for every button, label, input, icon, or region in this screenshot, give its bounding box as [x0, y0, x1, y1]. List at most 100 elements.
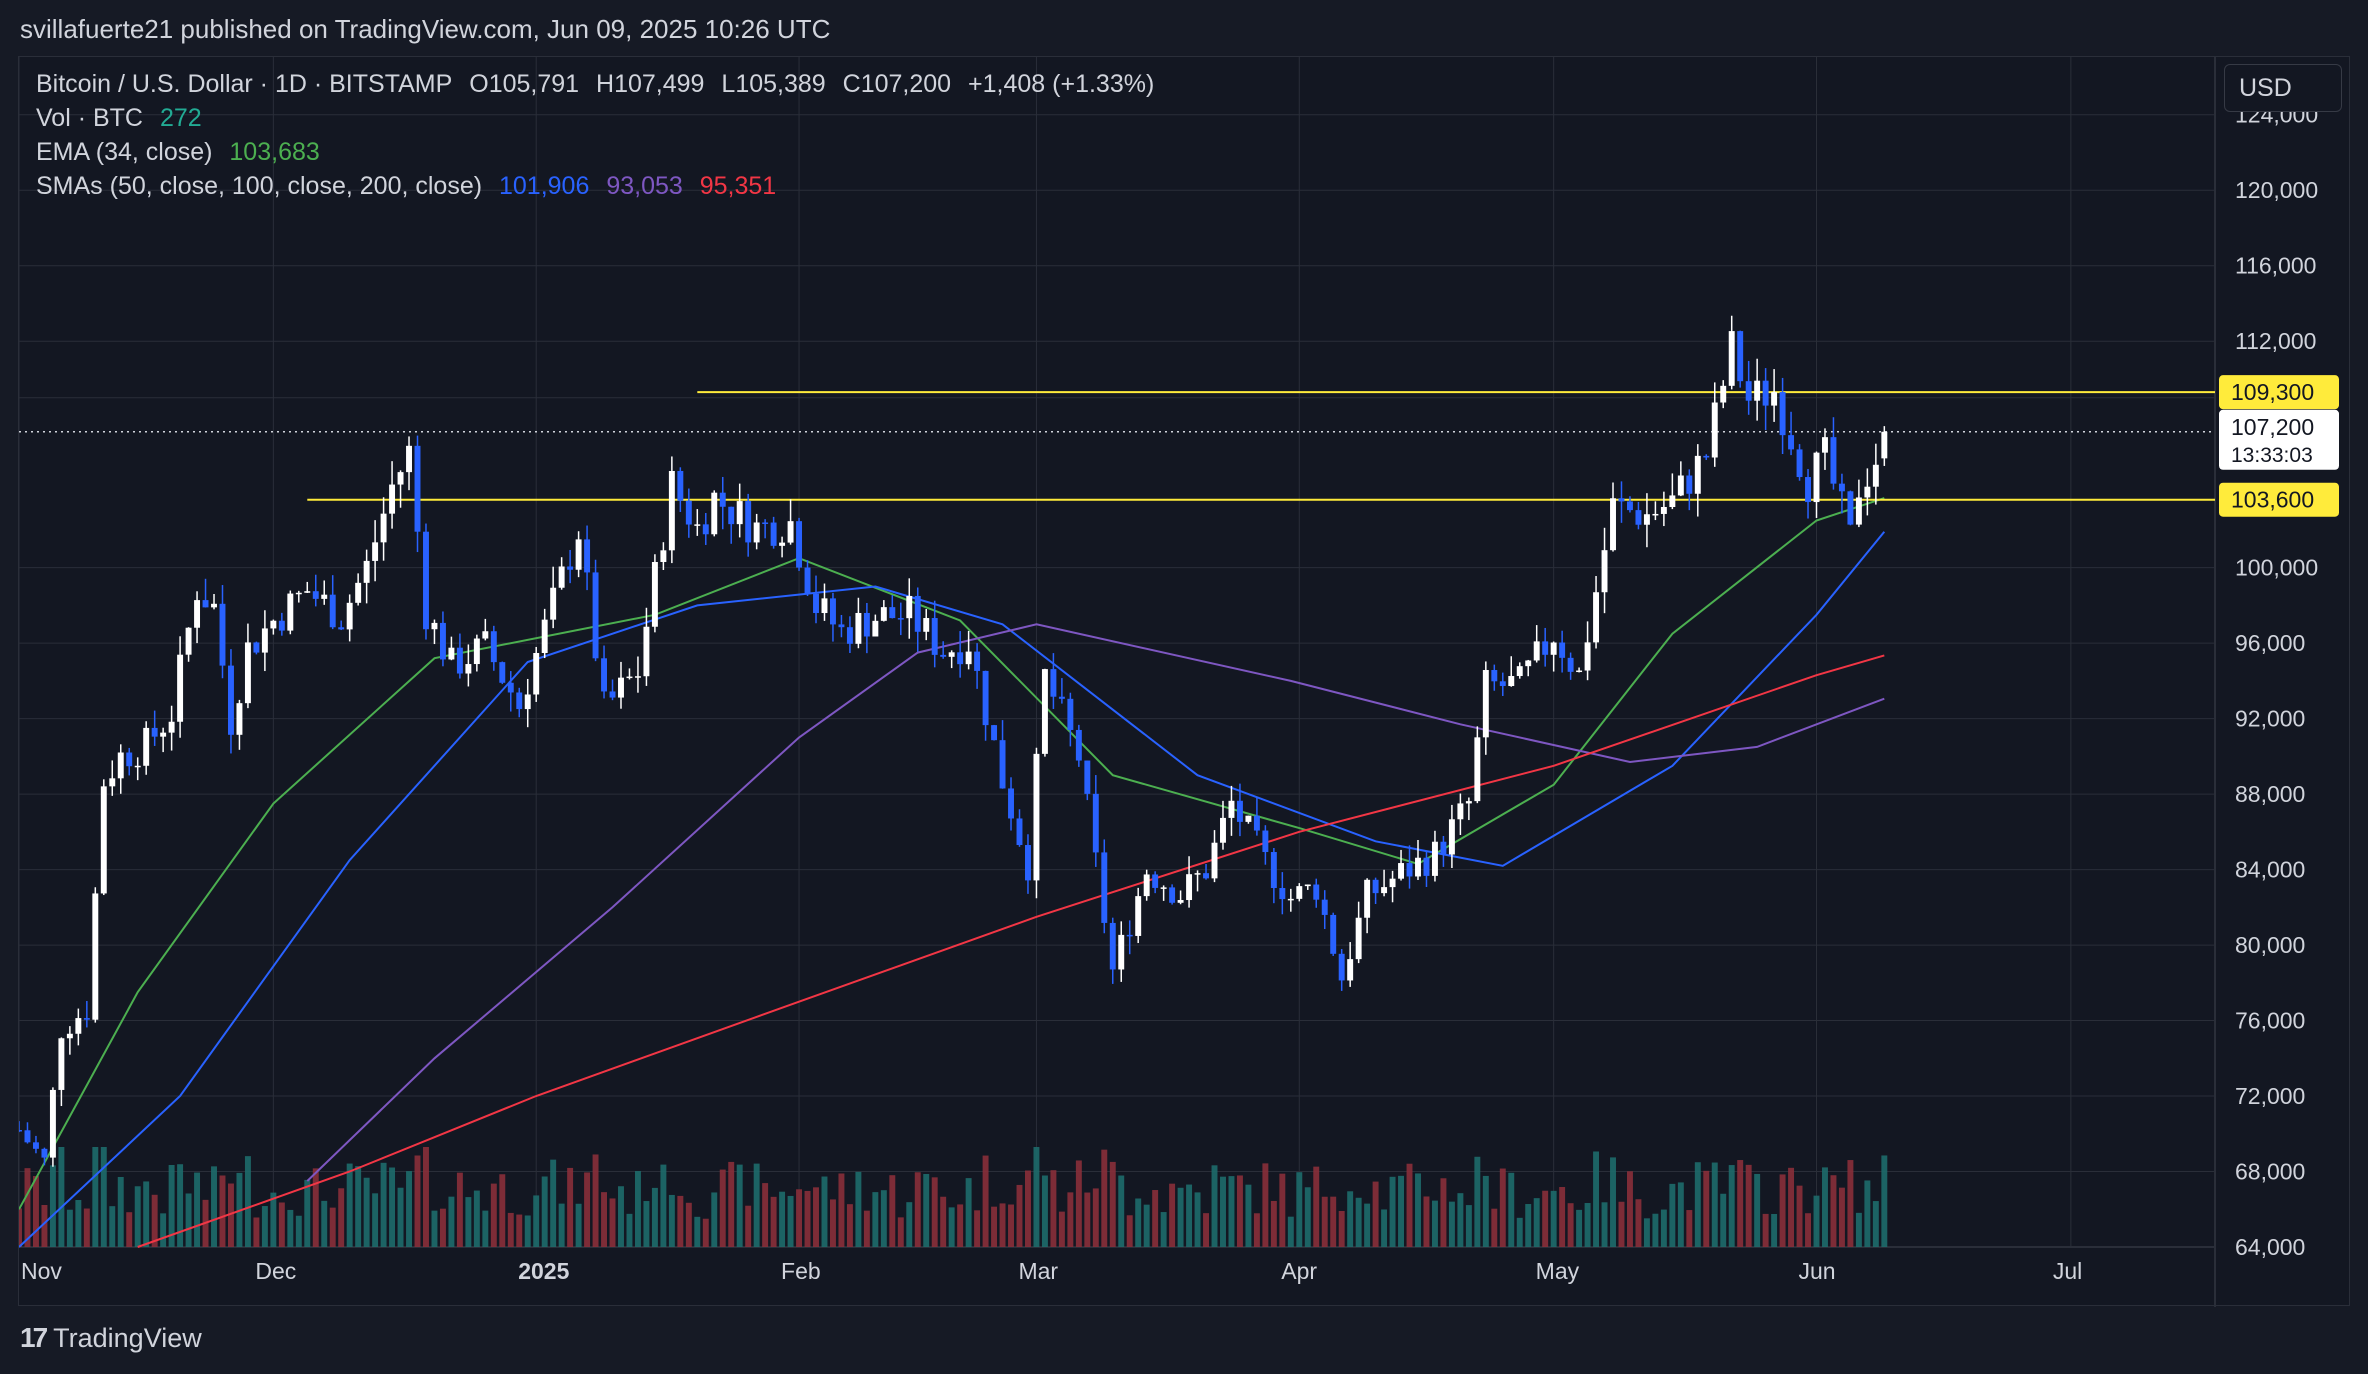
volume-bar [1304, 1187, 1311, 1247]
legend-ohlc-row: Bitcoin / U.S. Dollar · 1D · BITSTAMP O1… [36, 70, 1164, 99]
volume-bar [524, 1215, 531, 1247]
volume-bar [41, 1204, 48, 1247]
candle-body [83, 1018, 90, 1020]
volume-bar [1813, 1195, 1820, 1247]
level-price-tag [2219, 375, 2339, 410]
volume-bar [389, 1167, 396, 1247]
candle-body [1813, 452, 1820, 503]
candle-body [1058, 696, 1065, 699]
volume-bar [287, 1209, 294, 1247]
candle-body [41, 1148, 48, 1158]
candle-body [1126, 934, 1133, 937]
candle-body [372, 542, 379, 561]
candle-body [575, 539, 582, 570]
candle-body [1762, 380, 1769, 406]
volume-bar [1381, 1209, 1388, 1247]
volume-bar [965, 1178, 972, 1247]
y-tick-label: 72,000 [2235, 1083, 2305, 1109]
candle-body [389, 484, 396, 514]
volume-bar [948, 1207, 955, 1247]
volume-bar [1355, 1197, 1362, 1247]
tradingview-logo[interactable]: 17 TradingView [20, 1322, 202, 1354]
volume-bar [1033, 1147, 1040, 1247]
volume-bar [643, 1201, 650, 1247]
volume-bar [1745, 1164, 1752, 1247]
candle-body [295, 592, 302, 595]
volume-bar [1610, 1157, 1616, 1247]
candle-body [1728, 331, 1735, 386]
currency-button[interactable]: USD [2224, 64, 2342, 112]
chart-svg[interactable]: 124,000120,000116,000112,000109,000100,0… [19, 57, 2351, 1307]
candle-body [24, 1130, 31, 1143]
legend-ema-row[interactable]: EMA (34, close) 103,683 [36, 138, 330, 167]
candle-body [185, 627, 192, 655]
volume-bar [1465, 1205, 1472, 1247]
volume-bar [397, 1187, 404, 1247]
volume-bar [779, 1191, 786, 1247]
volume-bar [1177, 1187, 1184, 1247]
legend-symbol[interactable]: Bitcoin / U.S. Dollar · 1D · BITSTAMP [36, 70, 453, 98]
volume-bar [32, 1176, 39, 1247]
candle-body [338, 627, 345, 630]
candle-body [634, 676, 641, 678]
volume-bar [439, 1208, 446, 1247]
volume-bar [321, 1200, 328, 1247]
candle-body [456, 647, 463, 674]
candle-body [1025, 845, 1031, 881]
x-tick-label: Dec [255, 1258, 296, 1284]
candle-body [1465, 801, 1472, 804]
candle-body [643, 626, 650, 677]
volume-bar [1762, 1213, 1769, 1247]
volume-bar [1754, 1173, 1761, 1247]
candle-body [1279, 888, 1286, 900]
volume-bar [456, 1172, 463, 1247]
volume-bar [1135, 1198, 1142, 1247]
volume-bar [329, 1207, 336, 1247]
volume-bar [957, 1204, 964, 1247]
candle-body [1355, 917, 1362, 960]
candle-body [1610, 498, 1616, 551]
volume-bar [100, 1147, 107, 1247]
volume-bar [914, 1172, 921, 1247]
chart-frame[interactable]: 124,000120,000116,000112,000109,000100,0… [18, 56, 2351, 1307]
candle-body [1796, 449, 1803, 478]
volume-bar [1830, 1175, 1837, 1247]
candle-body [923, 618, 930, 632]
volume-bar [651, 1187, 658, 1247]
legend-sma-row[interactable]: SMAs (50, close, 100, close, 200, close)… [36, 172, 786, 201]
volume-bar [872, 1192, 879, 1247]
candle-body [1415, 857, 1421, 877]
volume-bar [1220, 1176, 1226, 1247]
candle-body [1720, 385, 1727, 403]
candle-body [533, 652, 540, 695]
volume-bar [1542, 1190, 1549, 1247]
volume-bar [711, 1192, 718, 1247]
candle-body [160, 732, 167, 737]
volume-bar [1838, 1187, 1845, 1247]
volume-bar [1270, 1200, 1277, 1247]
candle-body [1694, 455, 1701, 494]
candle-body [821, 598, 828, 614]
legend-volume-row[interactable]: Vol · BTC 272 [36, 104, 212, 133]
candle-body [1711, 402, 1718, 458]
candle-body [19, 1130, 22, 1132]
volume-bar [126, 1212, 133, 1247]
volume-bar [1508, 1172, 1515, 1247]
volume-bar [278, 1202, 285, 1247]
candle-body [1372, 879, 1379, 894]
candle-body [151, 727, 158, 737]
candle-body [1482, 670, 1489, 738]
volume-bar [194, 1172, 201, 1247]
candle-body [1186, 874, 1193, 901]
volume-bar [1669, 1183, 1676, 1247]
volume-bar [338, 1188, 345, 1247]
legend-vol-value: 272 [159, 104, 202, 132]
candle-body [134, 765, 141, 768]
candle-body [1745, 381, 1752, 401]
volume-bar [1194, 1192, 1201, 1247]
candle-body [1135, 896, 1142, 936]
candle-body [1398, 863, 1405, 879]
candle-body [211, 603, 217, 608]
volume-bar [1686, 1210, 1693, 1247]
candle-body [702, 524, 709, 535]
